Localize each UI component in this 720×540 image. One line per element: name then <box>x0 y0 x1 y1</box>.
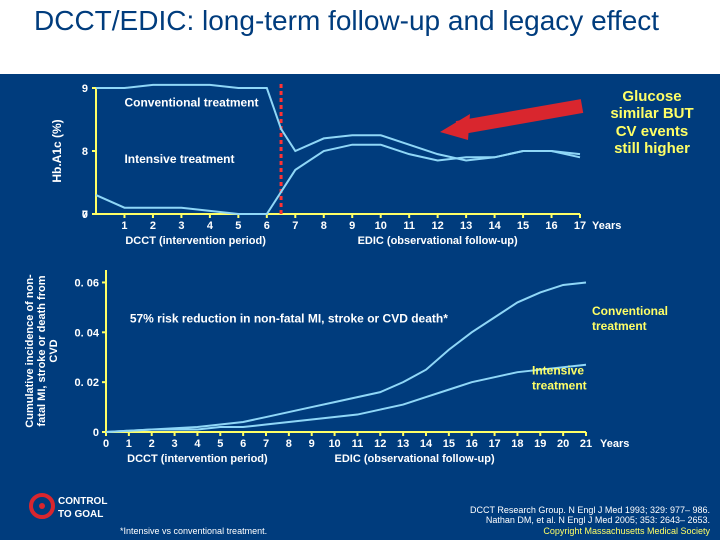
svg-text:13: 13 <box>460 220 472 232</box>
svg-text:9: 9 <box>349 220 355 232</box>
svg-text:1: 1 <box>121 220 127 232</box>
svg-text:12: 12 <box>374 438 386 450</box>
footnote: *Intensive vs conventional treatment. <box>120 526 267 536</box>
svg-text:15: 15 <box>517 220 529 232</box>
svg-text:10: 10 <box>375 220 387 232</box>
svg-text:EDIC (observational follow-up): EDIC (observational follow-up) <box>335 453 495 465</box>
svg-text:treatment: treatment <box>592 319 647 333</box>
svg-text:4: 4 <box>207 220 214 232</box>
svg-text:20: 20 <box>557 438 569 450</box>
logo-top: CONTROL <box>58 496 107 507</box>
svg-text:9: 9 <box>309 438 315 450</box>
cvd-chart: 00. 020. 040. 06012345678910111213141516… <box>60 262 670 472</box>
callout-box: Glucose similar BUT CV events still high… <box>596 84 708 161</box>
svg-text:57% risk reduction in non-fata: 57% risk reduction in non-fatal MI, stro… <box>130 311 448 325</box>
ref2: Nathan DM, et al. N Engl J Med 2005; 353… <box>470 515 710 525</box>
references: DCCT Research Group. N Engl J Med 1993; … <box>470 505 710 536</box>
svg-text:11: 11 <box>403 220 415 232</box>
svg-text:Years: Years <box>600 438 629 450</box>
svg-text:17: 17 <box>488 438 500 450</box>
svg-text:18: 18 <box>511 438 523 450</box>
svg-text:Conventional treatment: Conventional treatment <box>124 95 258 109</box>
svg-text:0. 04: 0. 04 <box>75 327 100 339</box>
svg-text:6: 6 <box>240 438 246 450</box>
svg-text:0: 0 <box>82 209 88 221</box>
ref1: DCCT Research Group. N Engl J Med 1993; … <box>470 505 710 515</box>
svg-text:2: 2 <box>149 438 155 450</box>
svg-text:2: 2 <box>150 220 156 232</box>
svg-text:8: 8 <box>286 438 292 450</box>
callout-arrow <box>432 90 592 150</box>
slide: DCCT/EDIC: long-term follow-up and legac… <box>0 0 720 540</box>
svg-text:21: 21 <box>580 438 592 450</box>
svg-text:3: 3 <box>178 220 184 232</box>
svg-text:8: 8 <box>82 146 88 158</box>
logo: CONTROL TO GOAL <box>28 487 108 530</box>
callout-text: Glucose similar BUT CV events still high… <box>610 88 693 157</box>
svg-text:17: 17 <box>574 220 586 232</box>
svg-text:treatment: treatment <box>532 379 587 393</box>
svg-text:Conventional: Conventional <box>592 304 668 318</box>
svg-text:0. 02: 0. 02 <box>75 377 99 389</box>
svg-text:7: 7 <box>292 220 298 232</box>
svg-text:Intensive treatment: Intensive treatment <box>124 152 234 166</box>
svg-text:3: 3 <box>172 438 178 450</box>
svg-text:EDIC (observational follow-up): EDIC (observational follow-up) <box>358 235 518 247</box>
logo-svg: CONTROL TO GOAL <box>28 487 108 525</box>
svg-text:1: 1 <box>126 438 132 450</box>
svg-text:11: 11 <box>352 438 364 450</box>
svg-text:13: 13 <box>397 438 409 450</box>
svg-text:5: 5 <box>235 220 241 232</box>
svg-text:12: 12 <box>432 220 444 232</box>
svg-text:19: 19 <box>534 438 546 450</box>
svg-text:7: 7 <box>263 438 269 450</box>
svg-text:6: 6 <box>264 220 270 232</box>
svg-text:0: 0 <box>93 427 99 439</box>
chart2-y-label: Cumulative incidence of non-fatal MI, st… <box>24 270 60 432</box>
chart1-y-label: Hb.A1c (%) <box>50 88 64 214</box>
logo-bottom: TO GOAL <box>58 509 103 520</box>
svg-text:16: 16 <box>466 438 478 450</box>
svg-text:9: 9 <box>82 83 88 95</box>
svg-text:16: 16 <box>545 220 557 232</box>
svg-text:14: 14 <box>420 438 433 450</box>
svg-text:8: 8 <box>321 220 327 232</box>
svg-text:15: 15 <box>443 438 455 450</box>
svg-text:10: 10 <box>328 438 340 450</box>
svg-text:0. 06: 0. 06 <box>75 277 99 289</box>
svg-text:Years: Years <box>592 220 621 232</box>
page-title: DCCT/EDIC: long-term follow-up and legac… <box>34 6 694 37</box>
svg-text:DCCT (intervention period): DCCT (intervention period) <box>125 235 266 247</box>
copyright: Copyright Massachusetts Medical Society <box>470 526 710 536</box>
svg-text:Intensive: Intensive <box>532 364 584 378</box>
svg-text:0: 0 <box>103 438 109 450</box>
svg-text:4: 4 <box>194 438 201 450</box>
svg-text:DCCT (intervention period): DCCT (intervention period) <box>127 453 268 465</box>
svg-text:14: 14 <box>488 220 501 232</box>
svg-text:5: 5 <box>217 438 223 450</box>
